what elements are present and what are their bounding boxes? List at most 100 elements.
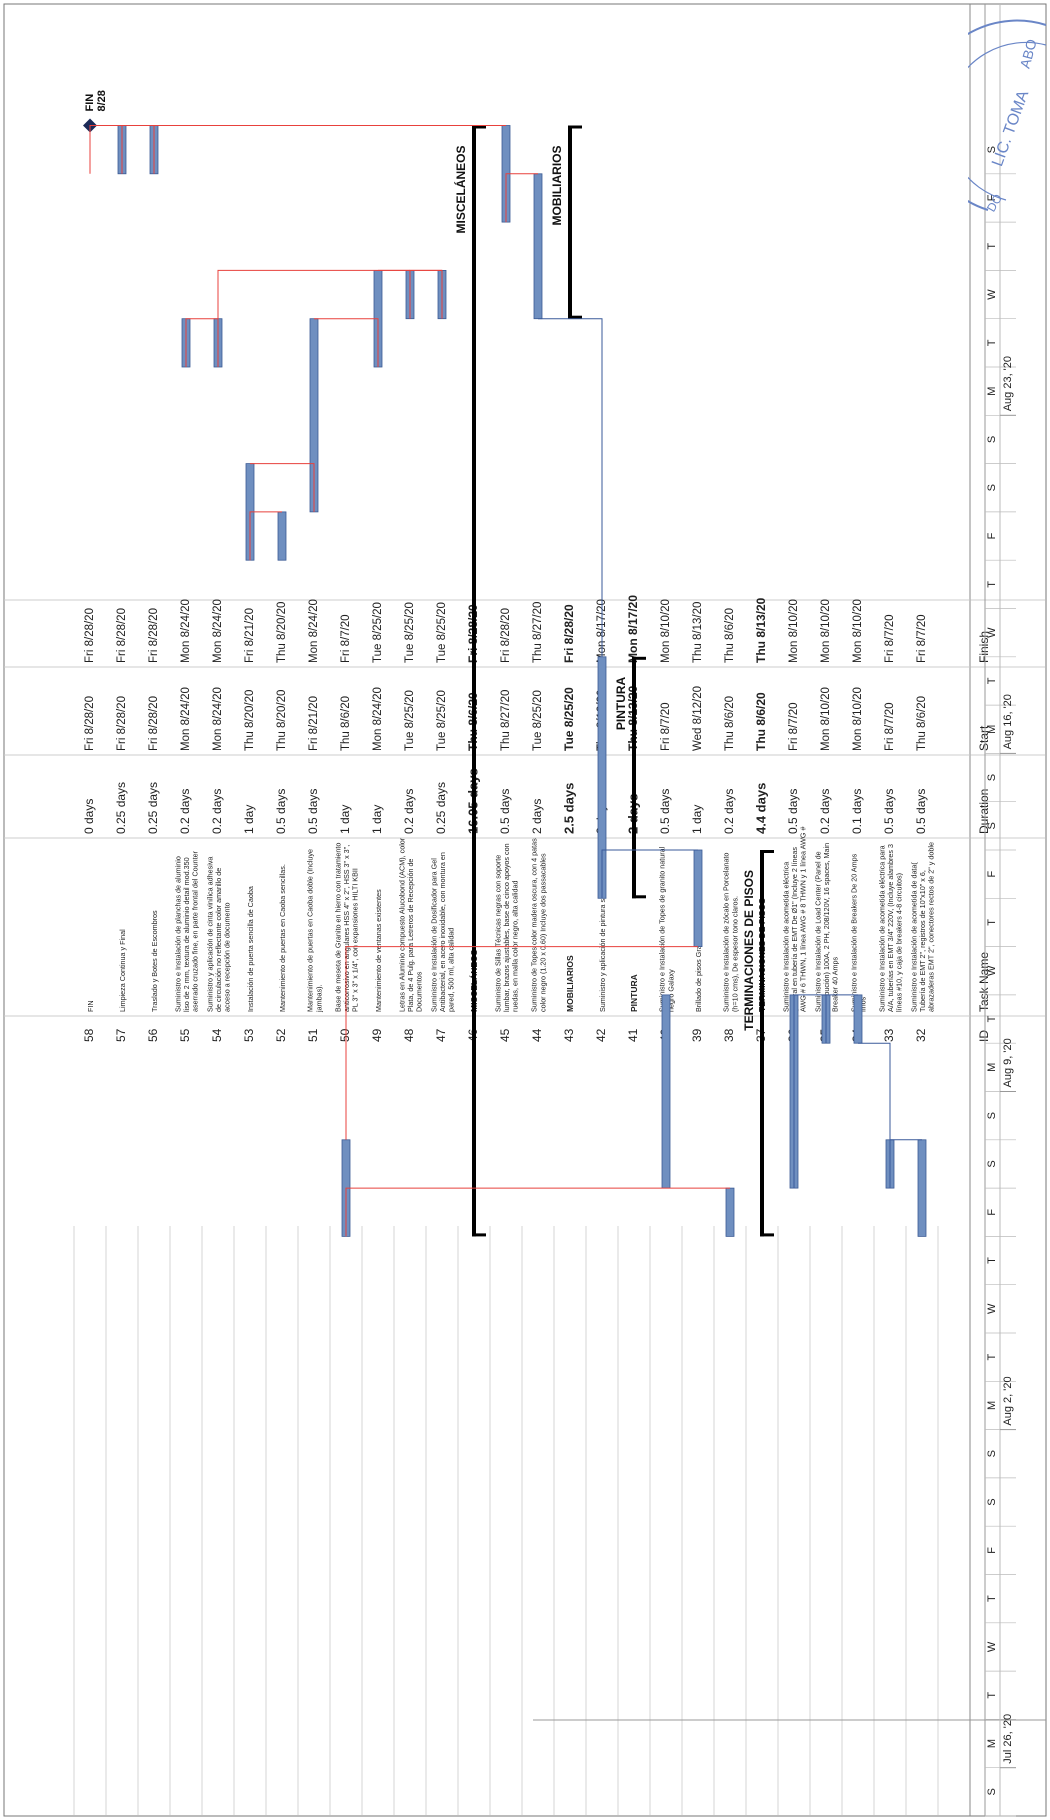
summary-bar	[568, 125, 572, 319]
day-label: W	[986, 1641, 998, 1652]
day-label: W	[986, 627, 998, 638]
day-label: M	[986, 1739, 998, 1748]
row-finish: Mon 8/10/20	[660, 599, 672, 663]
summary-bar	[760, 850, 764, 1237]
row-duration: 0.5 days	[658, 789, 672, 834]
header-duration: Duration	[977, 789, 991, 834]
svg-text:Letras en Aluminio compuesto A: Letras en Aluminio compuesto Alucobond (…	[397, 837, 423, 1012]
row-finish: Fri 8/7/20	[916, 614, 928, 663]
row-duration: 0.25 days	[434, 782, 448, 834]
day-label: S	[986, 822, 998, 829]
table-row: 39 Brillado de pisos Granito existentes 1 …	[690, 602, 704, 1042]
dependency-link	[314, 318, 379, 367]
row-duration: 0.2 days	[818, 789, 832, 834]
row-task-name: Suministro y aplicación de pintura satin…	[598, 875, 607, 1012]
row-id: 41	[626, 1028, 640, 1042]
row-duration: 0.5 days	[914, 789, 928, 834]
day-label: S	[986, 1450, 998, 1457]
row-id: 33	[882, 1028, 896, 1042]
row-task-name: Suministro e Instalación de Dosificador …	[429, 852, 455, 1012]
row-duration: 2 days	[530, 799, 544, 834]
row-id: 56	[146, 1028, 160, 1042]
header-task-name: Task Name	[977, 952, 991, 1012]
row-task-name: Suministro e Instalación de Load Center …	[813, 843, 839, 1012]
row-id: 54	[210, 1028, 224, 1042]
day-label: F	[986, 1209, 998, 1216]
row-id: 58	[82, 1028, 96, 1042]
task-bar	[853, 994, 863, 1044]
row-duration: 0.25 days	[146, 782, 160, 834]
day-label: W	[986, 965, 998, 976]
table-row: 44 Suministro de Topes color madera oscur…	[530, 602, 548, 1042]
row-finish: Mon 8/10/20	[788, 599, 800, 663]
row-finish: Mon 8/24/20	[308, 599, 320, 663]
svg-text:Traslado y Botes de Escombros: Traslado y Botes de Escombros	[150, 910, 159, 1012]
row-start: Thu 8/20/20	[276, 690, 288, 751]
row-id: 43	[562, 1028, 576, 1042]
row-start: Fri 8/28/20	[116, 696, 128, 751]
gantt-bars: TERMINACIONES DE PISOS PINTURA MOBILIARIOS…	[83, 90, 927, 1237]
row-task-name: Suministro y aplicación de cinta vinílic…	[205, 857, 231, 1012]
row-duration: 1 day	[370, 805, 384, 834]
row-finish: Tue 8/25/20	[372, 602, 384, 663]
day-label: T	[986, 919, 998, 926]
row-start: Thu 8/27/20	[500, 690, 512, 751]
day-label: F	[986, 871, 998, 878]
dependency-link	[217, 269, 410, 367]
week-label: Aug 9, '20	[1002, 1038, 1014, 1087]
day-label: S	[986, 436, 998, 443]
day-label: S	[986, 146, 998, 153]
row-duration: 1 day	[338, 805, 352, 834]
row-start: Fri 8/7/20	[660, 702, 672, 751]
row-id: 53	[242, 1028, 256, 1042]
row-duration: 0.5 days	[306, 789, 320, 834]
row-start: Fri 8/21/20	[308, 696, 320, 751]
day-label: S	[986, 1788, 998, 1795]
row-task-name: Letras en Aluminio compuesto Alucobond (…	[397, 837, 423, 1012]
day-label: T	[986, 581, 998, 588]
row-finish: Thu 8/13/20	[692, 602, 704, 663]
day-label: M	[986, 1401, 998, 1410]
row-task-name: Limpieza Continua y Final	[118, 929, 127, 1012]
row-duration: 1 day	[242, 805, 256, 834]
svg-text:Mantenimiento de puertas en Ca: Mantenimiento de puertas en Caoba sencil…	[278, 864, 287, 1012]
row-start: Mon 8/24/20	[212, 687, 224, 751]
row-task-name: Suministro e Instalación de Topes de gra…	[658, 846, 676, 1012]
day-label: W	[986, 289, 998, 300]
dependency-link	[249, 511, 282, 561]
summary-cap	[760, 850, 774, 853]
row-finish: Fri 8/28/20	[84, 608, 96, 663]
row-duration: 1 day	[690, 805, 704, 834]
day-label: S	[986, 1160, 998, 1167]
day-label: W	[986, 1303, 998, 1314]
row-id: 50	[338, 1028, 352, 1042]
summary-label: MISCELÁNEOS	[453, 146, 468, 234]
table-row: 54 Suministro y aplicación de cinta viníl…	[205, 599, 231, 1042]
task-bar	[917, 1139, 927, 1237]
svg-text:Suministro e Instalación de ac: Suministro e Instalación de acometida el…	[781, 827, 807, 1012]
row-id: 42	[594, 1028, 608, 1042]
header-finish: Finish	[977, 631, 991, 663]
table-row: 57 Limpieza Continua y Final 0.25 days Fri …	[114, 608, 128, 1042]
task-bar	[533, 173, 543, 320]
svg-text:Suministro de Topes color made: Suministro de Topes color madera oscura,…	[530, 838, 548, 1012]
row-task-name: Suministro e Instalación de planchas de …	[173, 850, 199, 1012]
row-finish: Fri 8/28/20	[562, 604, 576, 663]
row-finish: Fri 8/7/20	[340, 614, 352, 663]
row-finish: Fri 8/21/20	[244, 608, 256, 663]
row-id: 44	[530, 1028, 544, 1042]
table-row: 38 Suministro e Instalación de zócalo en …	[722, 608, 740, 1042]
day-label: F	[986, 1547, 998, 1554]
summary-cap	[760, 1233, 774, 1237]
row-duration: 4.4 days	[753, 783, 768, 834]
svg-text:Suministro e Instalación de ac: Suministro e Instalación de acometida el…	[877, 844, 903, 1012]
svg-text:FIN: FIN	[86, 1000, 95, 1012]
row-start: Tue 8/25/20	[436, 690, 448, 751]
row-finish: Thu 8/6/20	[724, 608, 736, 663]
svg-text:MOBILIARIOS: MOBILIARIOS	[565, 955, 575, 1012]
summary-label: MOBILIARIOS	[550, 146, 564, 226]
dependency-link	[345, 1187, 730, 1237]
table-row: 32 Suministro e Instalación de acometida …	[909, 614, 935, 1042]
summary-bar	[632, 656, 636, 899]
header-id: ID	[977, 1030, 991, 1042]
